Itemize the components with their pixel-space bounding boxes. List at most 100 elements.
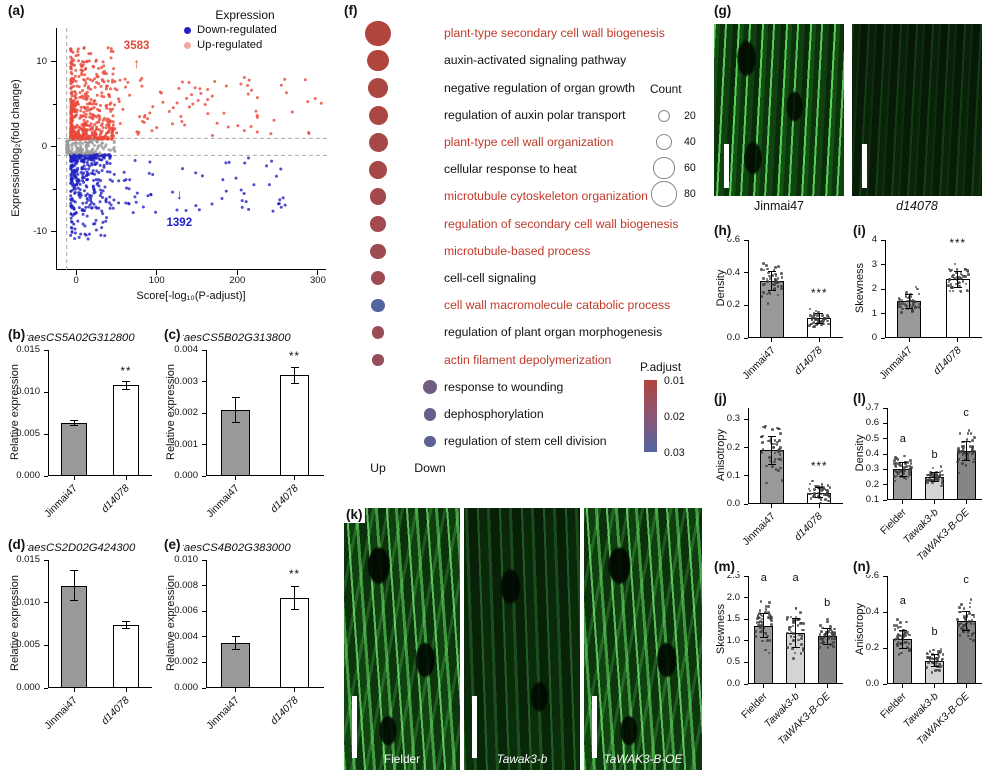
y-tick-label: 0.005 — [16, 639, 40, 651]
error-bar — [965, 611, 967, 631]
data-point — [759, 435, 763, 439]
plot-area — [885, 240, 982, 338]
x-tick-mark — [934, 500, 935, 504]
bar — [279, 375, 310, 476]
data-point — [769, 436, 773, 440]
error-cap — [905, 293, 914, 295]
data-point — [898, 300, 901, 303]
y-tick-label: 0.002 — [174, 407, 198, 418]
data-point — [826, 645, 830, 649]
data-point — [966, 289, 970, 293]
data-point — [828, 485, 832, 489]
data-point — [814, 323, 818, 327]
y-tick-label: 0.015 — [16, 344, 40, 355]
data-point — [961, 630, 965, 633]
density-bar-chart-fielder: 0.1 0.2 0.3 0.4 0.5 0.6 0.7 Density a b c Fielder Ta… — [851, 392, 989, 563]
data-point — [773, 442, 777, 446]
data-point — [962, 446, 965, 450]
data-point — [830, 631, 833, 635]
data-point — [903, 469, 906, 472]
data-point — [956, 460, 959, 464]
data-point — [904, 633, 907, 637]
data-point — [941, 482, 944, 485]
data-point — [932, 479, 935, 483]
data-point — [958, 633, 962, 637]
data-point — [819, 637, 823, 640]
data-point — [955, 267, 959, 271]
error-bar — [771, 271, 773, 291]
y-tick-mark — [744, 272, 748, 274]
data-point — [828, 495, 831, 498]
data-point — [768, 639, 772, 642]
data-point — [895, 637, 898, 641]
data-point — [973, 622, 976, 626]
error-cap — [122, 388, 130, 390]
sig-letter: a — [760, 571, 767, 584]
data-point — [793, 651, 797, 655]
y-tick-mark — [202, 661, 206, 663]
data-point — [898, 633, 901, 637]
y-tick-label: 0.010 — [174, 554, 198, 565]
data-point — [780, 287, 783, 290]
volcano-plot: 10 0 -10 0 100 200 300 Expressionlog₂(fold chan… — [6, 4, 342, 322]
go-dot — [423, 407, 437, 421]
y-tick-mark — [881, 337, 885, 339]
data-point — [966, 270, 970, 273]
data-point — [937, 655, 941, 658]
error-cap — [70, 420, 78, 422]
scatter-points — [57, 28, 327, 270]
data-point — [905, 291, 908, 294]
error-cap — [962, 610, 971, 612]
legend-title: Expression — [215, 8, 275, 22]
data-point — [777, 264, 781, 268]
data-point — [819, 501, 822, 505]
y-tick-label: -10 — [33, 225, 47, 237]
data-point — [968, 601, 972, 605]
data-point — [757, 623, 760, 627]
panel-letter-b: (b) — [6, 327, 28, 343]
y-tick-mark — [44, 602, 48, 604]
data-point — [962, 275, 966, 279]
y-tick-label: 0.010 — [16, 386, 40, 397]
data-point — [810, 317, 814, 321]
error-cap — [231, 649, 240, 651]
data-point — [911, 308, 914, 312]
y-tick-label: 0.4 — [865, 448, 879, 459]
data-point — [757, 612, 761, 615]
y-tick-mark — [44, 349, 48, 351]
count-legend-value: 20 — [684, 110, 696, 122]
go-dot — [369, 188, 387, 206]
data-point — [813, 325, 816, 328]
y-tick-mark — [883, 683, 887, 685]
go-dot — [371, 326, 385, 340]
data-point — [940, 469, 944, 473]
data-point — [811, 479, 814, 483]
y-tick-label: 0.000 — [16, 682, 40, 693]
data-point — [964, 275, 967, 278]
data-point — [812, 311, 816, 315]
data-point — [965, 288, 969, 292]
data-point — [757, 621, 761, 624]
data-point — [758, 616, 761, 620]
y-tick-label: 0.2 — [726, 441, 740, 453]
data-point — [761, 441, 764, 445]
data-point — [950, 268, 954, 272]
data-point — [963, 452, 967, 455]
data-point — [906, 299, 909, 303]
error-cap — [815, 322, 824, 324]
data-point — [756, 614, 760, 617]
data-point — [958, 281, 961, 285]
y-tick-mark — [744, 618, 748, 620]
panel-letter-i: (i) — [851, 223, 868, 239]
data-point — [820, 323, 823, 327]
data-point — [809, 497, 813, 500]
data-point — [789, 615, 793, 619]
data-point — [962, 444, 965, 448]
micrograph-label-tawak3-b-oe: TaWAK3-B-OE — [603, 752, 683, 766]
data-point — [775, 443, 779, 446]
data-point — [760, 267, 763, 271]
data-point — [792, 619, 796, 622]
data-point — [961, 448, 965, 451]
data-point — [760, 624, 764, 627]
